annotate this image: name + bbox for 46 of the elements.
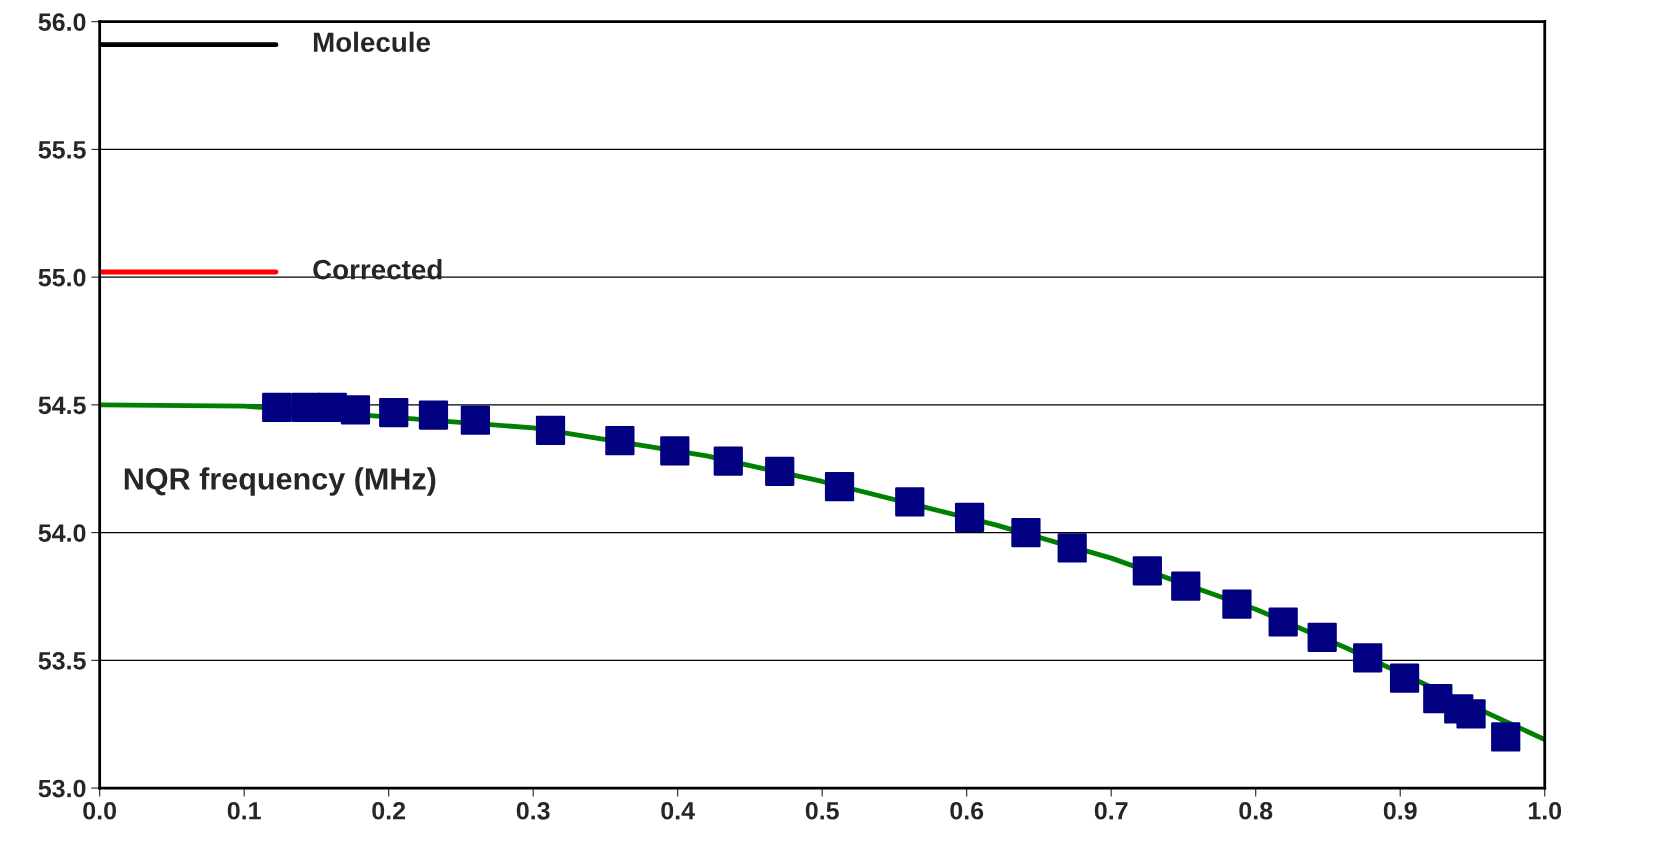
x-tick-label: 0.2 <box>372 801 406 820</box>
point <box>765 456 795 486</box>
annotation: NQR frequency (MHz) <box>124 467 436 496</box>
point <box>418 400 449 430</box>
point <box>1222 589 1252 619</box>
point <box>824 471 855 502</box>
series-label: Corrected <box>313 259 442 280</box>
point <box>535 415 566 446</box>
y-tick-label: 56.0 <box>38 13 86 31</box>
point <box>1456 699 1486 729</box>
x-tick-label: 0.6 <box>950 801 984 820</box>
x-tick-label: 0.3 <box>516 801 550 820</box>
point <box>1389 663 1420 693</box>
point <box>1307 622 1337 652</box>
point <box>1011 517 1041 548</box>
x-tick-label: 0.1 <box>227 801 261 820</box>
series-label: Molecule <box>313 31 430 53</box>
point <box>1268 607 1298 637</box>
point <box>1132 556 1162 586</box>
point <box>954 502 985 532</box>
x-tick-label: 0.4 <box>661 801 695 820</box>
point <box>1353 643 1383 673</box>
point <box>660 436 690 466</box>
point <box>713 446 743 476</box>
x-tick-label: 0.9 <box>1383 801 1417 820</box>
y-tick-label: 53.0 <box>38 779 86 798</box>
y-tick-label: 54.0 <box>38 524 86 542</box>
point <box>340 395 371 425</box>
point <box>291 392 321 423</box>
y-tick-label: 55.5 <box>38 141 86 159</box>
y-tick-label: 54.5 <box>38 396 86 415</box>
x-tick-label: 1.0 <box>1528 801 1562 820</box>
y-tick-label: 55.0 <box>38 268 86 287</box>
point <box>1171 571 1201 601</box>
point <box>460 405 490 435</box>
x-tick-label: 0.5 <box>805 801 839 820</box>
x-tick-label: 0.0 <box>83 801 117 820</box>
y-tick-label: 53.5 <box>38 651 86 670</box>
point <box>379 397 409 428</box>
x-tick-label: 0.7 <box>1094 801 1128 820</box>
x-tick-label: 0.8 <box>1239 801 1273 820</box>
point <box>1057 533 1087 563</box>
point <box>895 487 925 517</box>
point <box>605 425 635 456</box>
point <box>1491 722 1521 752</box>
point <box>262 392 292 423</box>
